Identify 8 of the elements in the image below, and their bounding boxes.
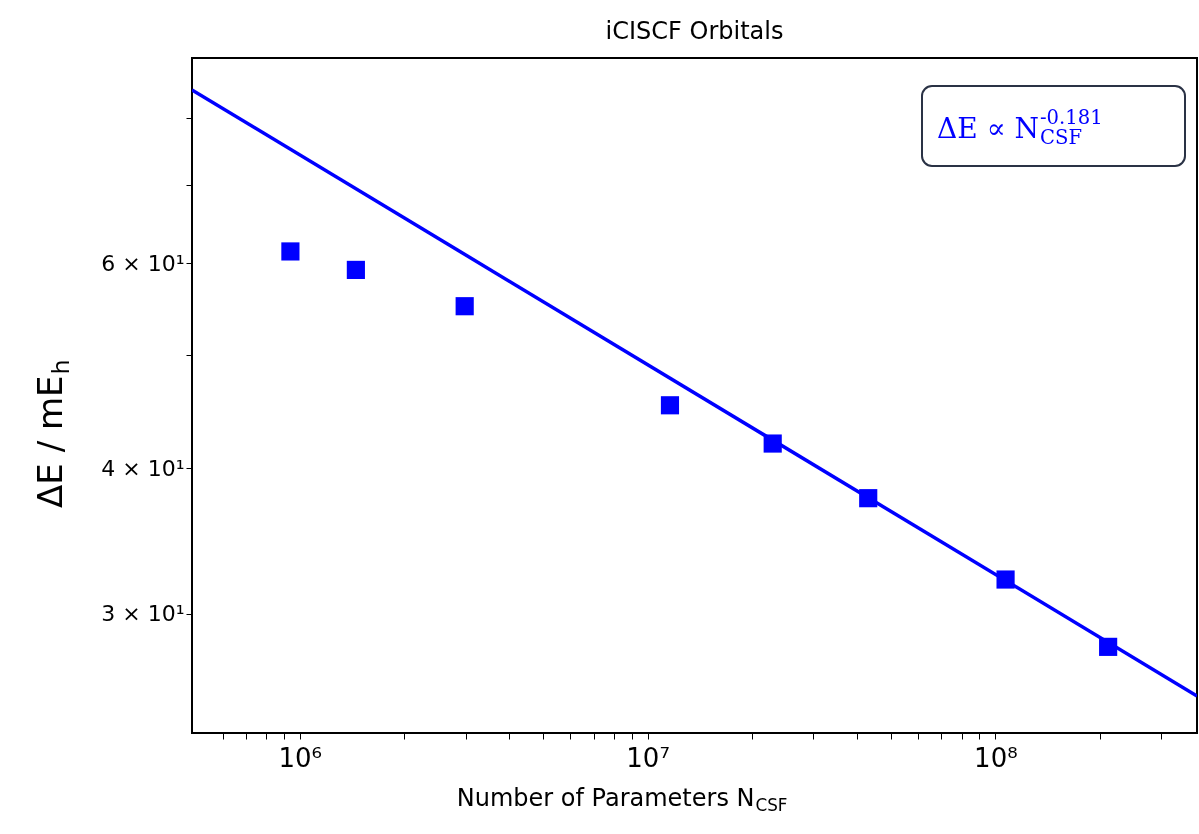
x-tick-label: 10⁸ <box>974 742 1018 773</box>
y-tick-label: 6 × 10¹ <box>101 250 185 276</box>
chart-title: iCISCF Orbitals <box>605 17 784 45</box>
x-tick-label: 10⁶ <box>278 742 323 773</box>
y-axis-title: ΔE / mEh <box>30 359 76 508</box>
y-tick-label: 3 × 10¹ <box>101 601 185 627</box>
y-tick-label: 4 × 10¹ <box>101 455 185 481</box>
x-tick-label: 10⁷ <box>626 742 670 773</box>
